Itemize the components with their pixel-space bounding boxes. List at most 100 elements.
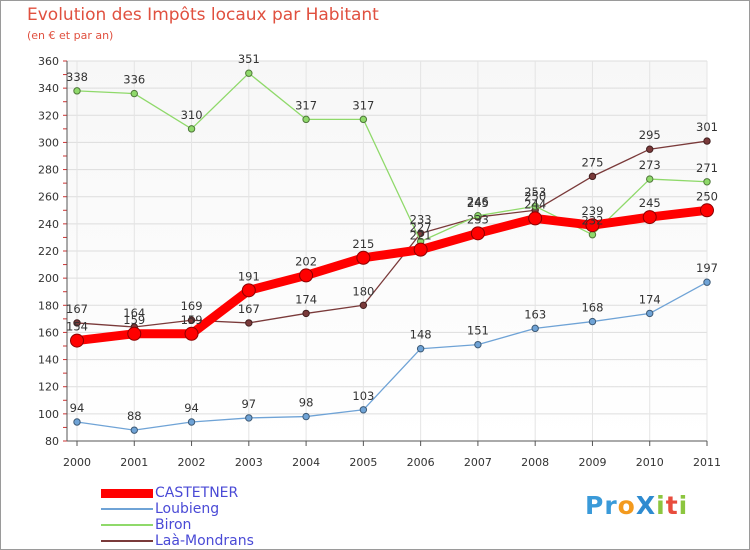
legend-label: Biron	[155, 517, 192, 533]
data-label: 169	[181, 299, 203, 313]
data-labels: 167 164 169 167 174 180 233 245 250 275 295 301 338 3…	[66, 52, 718, 423]
data-point	[187, 316, 196, 324]
data-label: 167	[66, 302, 88, 316]
data-point	[302, 115, 310, 124]
logo-letter: o	[617, 491, 636, 520]
logo-letter: P	[585, 491, 605, 520]
legend-label: CASTETNER	[155, 485, 239, 501]
data-label: 301	[696, 120, 718, 134]
data-point	[585, 218, 600, 233]
data-point	[588, 231, 597, 239]
y-tick-label: 200	[38, 272, 59, 285]
data-point	[413, 242, 428, 257]
data-point	[245, 319, 253, 327]
x-tick-label: 2008	[521, 456, 549, 469]
data-point	[73, 418, 81, 426]
data-label: 94	[70, 401, 85, 415]
y-tick-label: 100	[38, 408, 59, 421]
y-tick-label: 180	[38, 299, 59, 312]
data-label: 295	[639, 128, 661, 142]
legend-label: Loubieng	[155, 501, 220, 517]
data-label: 202	[295, 254, 317, 268]
y-tick-label: 240	[38, 218, 59, 231]
logo-letter: r	[604, 491, 618, 520]
data-point	[646, 309, 654, 318]
series-layer	[70, 69, 714, 434]
y-tick-label: 260	[38, 191, 59, 204]
data-label: 310	[181, 108, 203, 122]
data-point	[184, 326, 199, 341]
y-tick-label: 120	[38, 381, 59, 394]
data-point	[356, 250, 371, 265]
data-label: 232	[581, 214, 603, 228]
data-point	[700, 203, 714, 218]
legend-label: Laà-Mondrans	[155, 533, 254, 549]
data-label: 244	[524, 197, 546, 211]
data-point	[416, 345, 425, 353]
data-point	[703, 137, 711, 145]
data-label: 167	[238, 302, 260, 316]
data-point	[531, 324, 539, 333]
data-label: 221	[410, 229, 432, 243]
data-label: 191	[238, 269, 260, 283]
data-label: 164	[123, 306, 145, 320]
data-label: 197	[696, 261, 718, 275]
x-tick-label: 2000	[63, 456, 91, 469]
data-label: 317	[352, 98, 374, 112]
x-tick-label: 2007	[464, 456, 492, 469]
data-point	[302, 412, 310, 421]
series-line	[76, 140, 708, 328]
data-point	[245, 414, 253, 422]
data-label: 246	[467, 195, 489, 209]
chart-title: Evolution des Impôts locaux par Habitant	[27, 5, 379, 25]
x-tick-label: 2005	[349, 456, 377, 469]
axes: 80 100 120 140 160 180 200 220 240 260 280 300 320 34…	[38, 55, 721, 469]
y-tick-label: 300	[38, 136, 59, 149]
x-tick-label: 2009	[578, 456, 606, 469]
data-point	[646, 145, 654, 153]
x-tick-label: 2011	[693, 456, 721, 469]
y-tick-label: 340	[38, 82, 59, 95]
data-point	[241, 283, 256, 298]
data-point	[302, 309, 310, 318]
data-point	[299, 268, 314, 283]
data-point	[187, 418, 196, 426]
data-label: 275	[581, 155, 603, 169]
x-tick-label: 2003	[235, 456, 263, 469]
series-line	[76, 281, 708, 431]
data-label: 215	[352, 237, 374, 251]
data-label: 103	[352, 389, 374, 403]
data-label: 338	[66, 70, 88, 84]
data-point	[703, 278, 711, 286]
x-tick-label: 2004	[292, 456, 320, 469]
data-label: 317	[295, 98, 317, 112]
data-point	[642, 210, 657, 225]
data-point	[130, 89, 138, 98]
logo-letter: t	[665, 491, 679, 520]
y-tick-label: 320	[38, 109, 59, 122]
data-label: 163	[524, 307, 546, 321]
proxiti-logo: ProXiti	[585, 491, 688, 520]
series-line	[72, 205, 712, 346]
data-label: 250	[524, 189, 546, 203]
data-label: 250	[696, 189, 718, 203]
x-tick-label: 2010	[636, 456, 664, 469]
data-label: 159	[123, 313, 145, 327]
data-label: 88	[127, 409, 142, 423]
data-point	[588, 317, 597, 326]
data-label: 245	[639, 196, 661, 210]
data-point	[359, 301, 368, 309]
data-label: 168	[581, 301, 603, 315]
data-point	[187, 125, 196, 133]
data-label: 154	[66, 320, 88, 334]
data-label: 239	[581, 204, 603, 218]
legend-swatch	[101, 489, 153, 498]
data-point	[470, 226, 485, 241]
data-point	[474, 212, 482, 220]
data-label: 98	[299, 396, 314, 410]
data-point	[474, 340, 482, 349]
y-tick-label: 140	[38, 354, 59, 367]
y-tick-label: 220	[38, 245, 59, 258]
legend-swatch	[101, 508, 153, 510]
